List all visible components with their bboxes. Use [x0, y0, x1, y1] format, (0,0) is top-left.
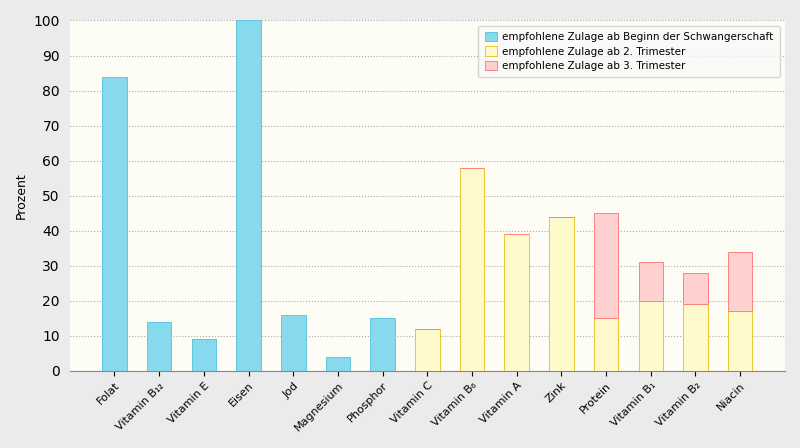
Bar — [594, 213, 618, 318]
Bar — [415, 328, 440, 370]
Bar — [326, 357, 350, 370]
Bar — [102, 77, 126, 370]
Bar — [191, 339, 216, 370]
Bar — [236, 21, 261, 370]
Bar — [728, 311, 753, 370]
Bar — [505, 234, 529, 370]
Bar — [549, 216, 574, 370]
Bar — [638, 262, 663, 301]
Bar — [460, 168, 484, 370]
Legend: empfohlene Zulage ab Beginn der Schwangerschaft, empfohlene Zulage ab 2. Trimest: empfohlene Zulage ab Beginn der Schwange… — [478, 26, 780, 77]
Y-axis label: Prozent: Prozent — [15, 172, 28, 219]
Bar — [370, 318, 395, 370]
Bar — [683, 304, 708, 370]
Bar — [281, 314, 306, 370]
Bar — [638, 301, 663, 370]
Bar — [147, 322, 171, 370]
Bar — [683, 272, 708, 304]
Bar — [594, 318, 618, 370]
Bar — [728, 252, 753, 311]
